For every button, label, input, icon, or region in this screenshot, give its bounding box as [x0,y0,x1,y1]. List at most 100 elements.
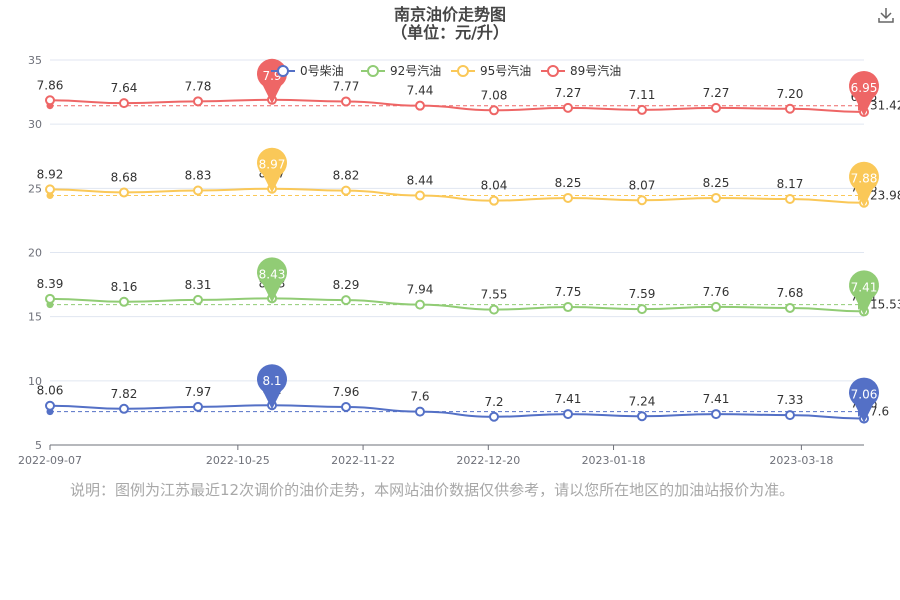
chart-title: 南京油价走势图 [394,5,506,24]
data-point [341,185,351,196]
data-point [341,295,351,306]
legend[interactable]: 0号柴油 92号汽油 95号汽油 89号汽油 [271,63,621,78]
x-tick-label: 2022-11-22 [331,454,395,467]
data-point [193,185,203,196]
data-label: 7.24 [629,394,656,408]
data-point [711,409,721,420]
data-label: 8.29 [333,278,360,292]
data-point [341,96,351,107]
data-label: 7.96 [333,385,360,399]
y-tick-label: 15 [28,311,42,324]
legend-symbol [277,65,289,77]
marker-value: 7.88 [851,172,878,186]
y-tick-label: 5 [35,439,42,452]
data-label: 8.44 [407,174,434,188]
data-label: 7.75 [555,285,582,299]
legend-item-3[interactable]: 89号汽油 [541,63,621,78]
data-label: 8.82 [333,169,360,183]
data-label: 8.04 [481,179,508,193]
marker-pin [849,270,880,316]
data-point [45,184,55,195]
marker-value: 7.41 [851,280,878,294]
data-point [785,193,795,204]
legend-item-1[interactable]: 92号汽油 [361,63,441,78]
y-tick-label: 25 [28,182,42,195]
data-label: 7.2 [484,395,503,409]
min-marker: 6.95 [849,70,880,116]
marker-value: 7.06 [851,388,878,402]
average-label: 23.98 [870,188,900,202]
legend-item-2[interactable]: 95号汽油 [451,63,531,78]
data-label: 8.39 [37,277,64,291]
data-label: 7.78 [185,79,212,93]
data-point [193,294,203,305]
data-label: 7.76 [703,285,730,299]
marker-pin [257,257,288,303]
data-point [711,192,721,203]
data-label: 7.27 [703,86,730,100]
marker-value: 8.97 [259,158,286,172]
legend-label: 0号柴油 [300,64,344,78]
data-label: 7.41 [555,392,582,406]
axes: 5 10 15 20 25 30 35 2022-09-07 2022-10-25 2022-11… [18,54,864,467]
data-point [785,410,795,421]
data-point [489,304,499,315]
data-point [563,302,573,313]
marker-pin [849,377,880,423]
average-label: 15.53 [870,298,900,312]
data-point [637,195,647,206]
data-label: 8.31 [185,278,212,292]
footnote: 说明：图例为江苏最近12次调价的油价走势，本网站油价数据仅供参考，请以您所在地区… [70,481,795,499]
x-tick-label: 2022-09-07 [18,454,82,467]
grid [50,59,864,382]
series-line [49,187,865,204]
download-icon[interactable] [877,6,895,24]
y-tick-label: 30 [28,118,42,131]
legend-label: 92号汽油 [390,63,441,78]
data-point [45,293,55,304]
legend-label: 95号汽油 [480,63,531,78]
data-label: 8.07 [629,178,656,192]
data-point [45,95,55,106]
marker-value: 8.43 [259,267,286,281]
marker-pin [257,147,288,193]
data-point [119,98,129,109]
marker-value: 7.9 [262,69,281,83]
data-point [45,400,55,411]
data-point [711,301,721,312]
data-label: 8.06 [37,384,64,398]
legend-symbol [367,65,379,77]
x-tick-label: 2022-10-25 [206,454,270,467]
data-point [489,411,499,422]
chart-subtitle: （单位：元/升） [391,23,509,42]
data-point [119,296,129,307]
min-marker: 7.41 [849,270,880,316]
data-point [637,411,647,422]
data-point [415,100,425,111]
data-label: 7.77 [333,79,360,93]
data-label: 8.25 [555,176,582,190]
marker-value: 6.95 [851,81,878,95]
data-point [415,406,425,417]
legend-item-0[interactable]: 0号柴油 [271,64,344,78]
series-layer: 7.6 8.06 7.82 7.97 8.1 7.96 7.6 7.2 7.41 7.24 7.41… [37,58,900,424]
marker-value: 8.1 [262,374,281,388]
data-point [563,409,573,420]
max-marker: 8.43 [257,257,288,303]
data-point [785,302,795,313]
series-line [49,297,865,313]
data-label: 7.11 [629,88,656,102]
min-marker: 7.06 [849,377,880,423]
data-label: 7.97 [185,385,212,399]
data-point [341,402,351,413]
data-point [489,105,499,116]
data-point [489,195,499,206]
data-label: 7.68 [777,286,804,300]
series-1: 15.53 8.39 8.16 8.31 8.43 8.29 7.94 7.55 7.75 7.5… [37,257,900,317]
data-label: 8.68 [111,170,138,184]
marker-pin [257,364,288,410]
data-label: 7.6 [410,390,429,404]
data-label: 7.33 [777,393,804,407]
x-tick-label: 2022-12-20 [456,454,520,467]
